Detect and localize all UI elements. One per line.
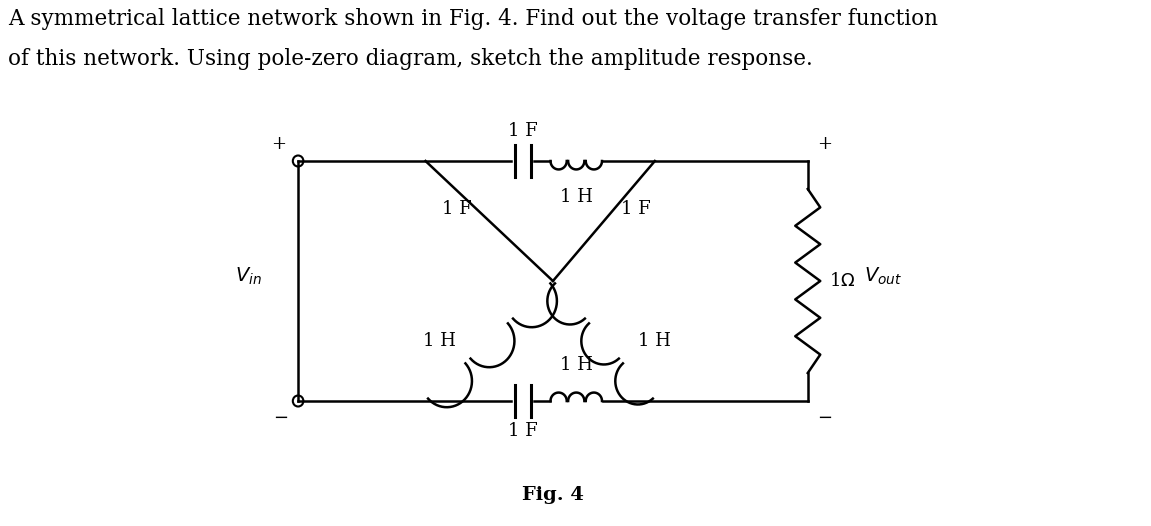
Text: 1 F: 1 F bbox=[622, 200, 651, 218]
Text: 1$\Omega$: 1$\Omega$ bbox=[829, 272, 855, 290]
Text: Fig. 4: Fig. 4 bbox=[523, 486, 584, 504]
Text: −: − bbox=[273, 409, 289, 427]
Text: 1 F: 1 F bbox=[508, 122, 538, 140]
Text: $V_{in}$: $V_{in}$ bbox=[235, 265, 261, 287]
Text: +: + bbox=[272, 135, 287, 153]
Text: 1 F: 1 F bbox=[508, 422, 538, 440]
Text: of this network. Using pole-zero diagram, sketch the amplitude response.: of this network. Using pole-zero diagram… bbox=[8, 48, 813, 70]
Text: 1 H: 1 H bbox=[422, 332, 456, 350]
Text: 1 H: 1 H bbox=[638, 332, 670, 350]
Text: $V_{out}$: $V_{out}$ bbox=[863, 265, 901, 287]
Text: 1 F: 1 F bbox=[442, 200, 472, 218]
Text: +: + bbox=[817, 135, 832, 153]
Text: −: − bbox=[817, 409, 832, 427]
Text: A symmetrical lattice network shown in Fig. 4. Find out the voltage transfer fun: A symmetrical lattice network shown in F… bbox=[8, 8, 938, 30]
Text: 1 H: 1 H bbox=[559, 356, 593, 374]
Text: 1 H: 1 H bbox=[559, 188, 593, 206]
